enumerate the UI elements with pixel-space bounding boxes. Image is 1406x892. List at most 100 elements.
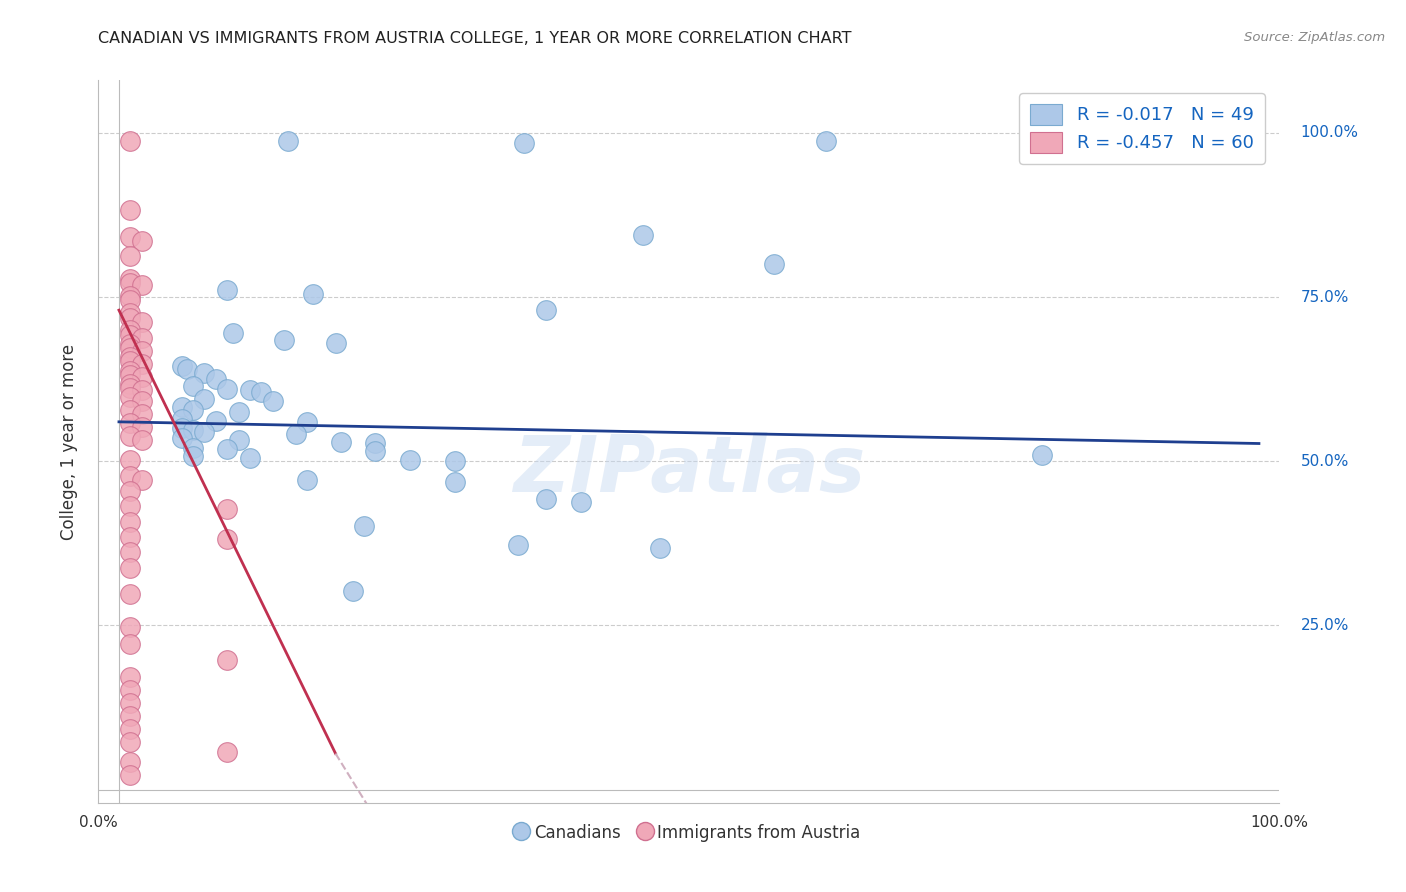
Point: [364, 435, 387, 450]
Point: [131, 407, 153, 421]
Point: [398, 453, 420, 467]
Point: [181, 378, 204, 392]
Point: [193, 425, 215, 439]
Text: 100.0%: 100.0%: [1250, 814, 1309, 830]
Point: [131, 315, 153, 329]
Point: [536, 492, 558, 507]
Point: [170, 431, 193, 445]
Point: [536, 303, 558, 318]
Point: [170, 359, 193, 373]
Point: [569, 495, 592, 509]
Point: [217, 284, 239, 298]
Text: 0.0%: 0.0%: [79, 814, 118, 830]
Point: [364, 444, 387, 458]
Point: [120, 453, 142, 467]
Point: [131, 393, 153, 408]
Y-axis label: College, 1 year or more: College, 1 year or more: [59, 343, 77, 540]
Point: [181, 403, 204, 417]
Point: [120, 429, 142, 443]
Point: [120, 229, 142, 244]
Point: [633, 227, 655, 242]
Text: 75.0%: 75.0%: [1301, 290, 1350, 304]
Point: [120, 499, 142, 513]
Point: [120, 560, 142, 574]
Point: [120, 468, 142, 483]
Point: [217, 532, 239, 546]
Point: [250, 385, 273, 400]
Point: [131, 370, 153, 384]
Point: [239, 384, 262, 398]
Point: [120, 351, 142, 365]
Point: [193, 366, 215, 380]
Point: [120, 289, 142, 303]
Point: [181, 449, 204, 463]
Point: [120, 341, 142, 355]
Point: [222, 326, 245, 341]
Point: [444, 475, 467, 490]
Point: [120, 271, 142, 285]
Point: [205, 413, 228, 427]
Point: [120, 311, 142, 326]
Point: [170, 421, 193, 435]
Point: [120, 306, 142, 320]
Point: [131, 384, 153, 398]
Point: [170, 411, 193, 425]
Point: [120, 515, 142, 529]
Point: [342, 584, 364, 599]
Point: [193, 392, 215, 406]
Point: [131, 331, 153, 345]
Point: [330, 434, 353, 449]
Point: [506, 538, 529, 552]
Point: [131, 278, 153, 293]
Point: [217, 501, 239, 516]
Point: [131, 357, 153, 371]
Point: [205, 372, 228, 386]
Point: [120, 276, 142, 290]
Point: [120, 735, 142, 749]
Point: [131, 434, 153, 448]
Point: [120, 670, 142, 684]
Point: [295, 415, 318, 429]
Point: [120, 416, 142, 430]
Point: [262, 393, 284, 408]
Point: [217, 442, 239, 457]
Text: 100.0%: 100.0%: [1301, 126, 1358, 140]
Point: [284, 426, 307, 441]
Point: [120, 768, 142, 782]
Point: [120, 368, 142, 382]
Point: [120, 637, 142, 651]
Point: [444, 454, 467, 468]
Point: [120, 530, 142, 544]
Point: [181, 441, 204, 455]
Point: [763, 257, 786, 271]
Point: [120, 390, 142, 404]
Point: [120, 696, 142, 710]
Point: [120, 323, 142, 337]
Point: [120, 483, 142, 498]
Point: [120, 403, 142, 417]
Point: [120, 203, 142, 218]
Point: [217, 652, 239, 666]
Point: [239, 450, 262, 465]
Point: [217, 745, 239, 759]
Point: [181, 423, 204, 437]
Point: [131, 473, 153, 487]
Point: [228, 434, 250, 448]
Point: [325, 336, 347, 351]
Point: [120, 620, 142, 634]
Point: [120, 249, 142, 263]
Point: [120, 723, 142, 737]
Text: ZIPatlas: ZIPatlas: [513, 433, 865, 508]
Point: [277, 134, 299, 148]
Point: [120, 587, 142, 601]
Point: [120, 709, 142, 723]
Text: 50.0%: 50.0%: [1301, 454, 1350, 468]
Point: [131, 234, 153, 248]
Point: [120, 363, 142, 377]
Point: [120, 376, 142, 391]
Point: [120, 328, 142, 343]
Point: [120, 381, 142, 395]
Point: [120, 134, 142, 148]
Text: 25.0%: 25.0%: [1301, 618, 1350, 633]
Point: [273, 333, 295, 347]
